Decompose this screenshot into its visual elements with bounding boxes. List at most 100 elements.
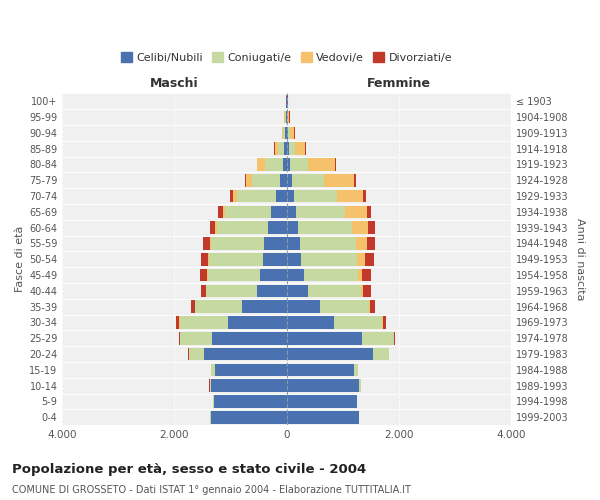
Bar xyxy=(191,300,195,313)
Bar xyxy=(209,380,211,392)
Bar xyxy=(287,411,359,424)
Bar xyxy=(280,174,287,186)
Bar xyxy=(296,206,345,218)
Bar xyxy=(287,110,288,124)
Bar xyxy=(200,284,206,297)
Bar xyxy=(287,395,356,408)
Bar xyxy=(228,316,287,329)
Bar xyxy=(308,158,335,171)
Bar xyxy=(301,253,356,266)
Bar xyxy=(335,158,337,171)
Bar xyxy=(285,126,287,139)
Bar xyxy=(287,268,304,281)
Bar xyxy=(287,316,334,329)
Bar xyxy=(356,253,365,266)
Bar xyxy=(285,110,286,124)
Bar xyxy=(320,300,369,313)
Legend: Celibi/Nubili, Coniugati/e, Vedovi/e, Divorziati/e: Celibi/Nubili, Coniugati/e, Vedovi/e, Di… xyxy=(121,52,452,63)
Bar xyxy=(260,268,287,281)
Bar xyxy=(211,380,287,392)
Bar xyxy=(245,174,246,186)
Y-axis label: Anni di nascita: Anni di nascita xyxy=(575,218,585,300)
Bar xyxy=(246,174,252,186)
Bar xyxy=(287,253,301,266)
Bar xyxy=(288,110,289,124)
Bar xyxy=(268,222,287,234)
Bar xyxy=(230,190,233,202)
Bar xyxy=(287,332,362,344)
Bar xyxy=(214,395,287,408)
Bar xyxy=(373,348,389,360)
Bar xyxy=(290,126,294,139)
Bar xyxy=(211,237,264,250)
Bar xyxy=(287,237,300,250)
Bar xyxy=(265,158,283,171)
Bar xyxy=(252,174,280,186)
Bar xyxy=(323,174,355,186)
Bar xyxy=(394,332,395,344)
Bar xyxy=(176,316,179,329)
Bar xyxy=(287,300,320,313)
Bar xyxy=(367,237,375,250)
Bar xyxy=(300,237,356,250)
Bar xyxy=(286,110,287,124)
Bar xyxy=(362,268,371,281)
Bar xyxy=(208,268,260,281)
Bar xyxy=(345,206,367,218)
Bar xyxy=(287,142,289,155)
Bar xyxy=(206,284,257,297)
Bar xyxy=(287,158,290,171)
Bar xyxy=(195,300,242,313)
Bar xyxy=(370,300,376,313)
Bar xyxy=(276,190,287,202)
Bar xyxy=(264,237,287,250)
Bar xyxy=(180,332,212,344)
Bar xyxy=(287,348,373,360)
Bar xyxy=(263,253,287,266)
Bar xyxy=(275,142,278,155)
Bar xyxy=(223,206,226,218)
Bar xyxy=(200,268,207,281)
Bar xyxy=(354,364,358,376)
Bar xyxy=(352,222,368,234)
Bar xyxy=(355,174,356,186)
Bar xyxy=(287,380,359,392)
Bar xyxy=(283,126,285,139)
Text: Popolazione per età, sesso e stato civile - 2004: Popolazione per età, sesso e stato civil… xyxy=(12,462,366,475)
Bar xyxy=(356,237,367,250)
Bar xyxy=(257,158,265,171)
Bar xyxy=(209,253,263,266)
Bar xyxy=(358,268,362,281)
Bar xyxy=(212,332,287,344)
Bar xyxy=(287,222,298,234)
Text: COMUNE DI GROSSETO - Dati ISTAT 1° gennaio 2004 - Elaborazione TUTTITALIA.IT: COMUNE DI GROSSETO - Dati ISTAT 1° genna… xyxy=(12,485,411,495)
Bar xyxy=(304,268,358,281)
Bar xyxy=(295,142,305,155)
Bar xyxy=(282,126,283,139)
Bar xyxy=(226,206,271,218)
Bar xyxy=(189,348,203,360)
Bar xyxy=(210,237,211,250)
Bar xyxy=(295,190,337,202)
Bar xyxy=(369,300,370,313)
Bar xyxy=(287,126,290,139)
Bar xyxy=(233,190,236,202)
Bar xyxy=(289,142,295,155)
Bar xyxy=(271,206,287,218)
Y-axis label: Fasce di età: Fasce di età xyxy=(15,226,25,292)
Bar xyxy=(334,316,382,329)
Bar xyxy=(364,190,366,202)
Bar xyxy=(283,158,287,171)
Bar xyxy=(290,158,308,171)
Bar xyxy=(213,395,214,408)
Bar xyxy=(203,237,210,250)
Bar xyxy=(367,206,371,218)
Bar xyxy=(364,284,371,297)
Text: Femmine: Femmine xyxy=(367,77,431,90)
Bar xyxy=(215,222,217,234)
Bar xyxy=(305,142,306,155)
Bar xyxy=(368,222,374,234)
Bar xyxy=(308,284,361,297)
Bar xyxy=(179,332,180,344)
Bar xyxy=(211,364,215,376)
